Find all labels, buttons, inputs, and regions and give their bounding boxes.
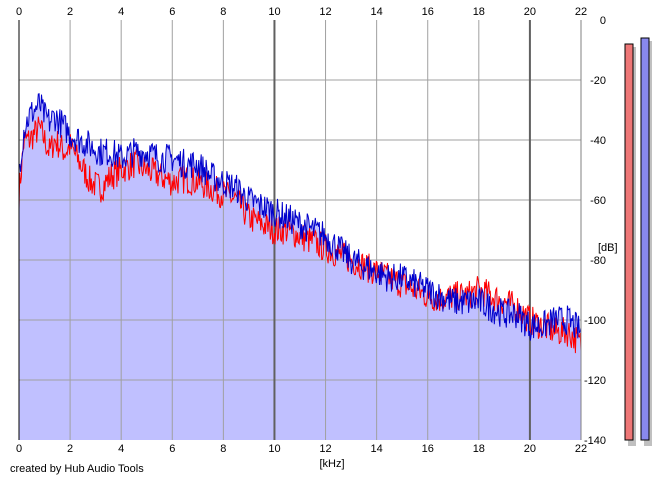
- level-meter-bar: [640, 37, 650, 441]
- x-tick-label-bottom: 14: [371, 443, 383, 455]
- x-tick-label-top: 2: [67, 6, 73, 18]
- level-meter-bar: [624, 43, 634, 441]
- y-tick-label: -140: [584, 435, 606, 447]
- spectrum-area-fill: [19, 93, 581, 441]
- y-axis-unit-label: [dB]: [598, 242, 618, 254]
- x-tick-label-bottom: 12: [319, 443, 331, 455]
- y-tick-labels: 0 -20 -40 -60 -80 -100 -120 -140: [584, 15, 606, 447]
- x-tick-label-bottom: 6: [169, 443, 175, 455]
- y-tick-label: 0: [600, 15, 606, 27]
- x-tick-label-top: 0: [16, 6, 22, 18]
- y-tick-label: -80: [590, 255, 606, 267]
- x-tick-label-top: 12: [319, 6, 331, 18]
- x-tick-label-top: 18: [473, 6, 485, 18]
- x-tick-label-top: 22: [575, 6, 587, 18]
- y-tick-label: -100: [584, 315, 606, 327]
- x-tick-label-bottom: 10: [268, 443, 280, 455]
- x-tick-label-bottom: 8: [220, 443, 226, 455]
- grid-layer: [19, 20, 581, 440]
- y-tick-label: -40: [590, 135, 606, 147]
- x-tick-label-top: 6: [169, 6, 175, 18]
- x-tick-label-bottom: 18: [473, 443, 485, 455]
- spectrum-lines-layer: [18, 93, 582, 354]
- x-tick-labels-bottom: 0 2 4 6 8 10 12 14 16 18 20 22: [16, 443, 587, 455]
- x-tick-label-bottom: 4: [118, 443, 124, 455]
- spectrum-series-line: [18, 93, 582, 341]
- x-tick-label-bottom: 2: [67, 443, 73, 455]
- x-tick-label-top: 20: [524, 6, 536, 18]
- level-meters: [624, 37, 652, 446]
- x-tick-label-top: 4: [118, 6, 124, 18]
- x-tick-labels-top: 0 2 4 6 8 10 12 14 16 18 20 22: [16, 6, 587, 18]
- x-tick-label-top: 8: [220, 6, 226, 18]
- x-tick-label-bottom: 0: [16, 443, 22, 455]
- y-tick-label: -120: [584, 375, 606, 387]
- x-tick-label-bottom: 20: [524, 443, 536, 455]
- x-tick-label-top: 14: [371, 6, 383, 18]
- spectrum-fill-layer: [19, 93, 581, 441]
- x-tick-label-bottom: 22: [575, 443, 587, 455]
- y-tick-label: -20: [590, 75, 606, 87]
- credit-text: created by Hub Audio Tools: [10, 463, 144, 475]
- x-axis-unit-label: [kHz]: [319, 458, 344, 470]
- x-tick-label-top: 10: [268, 6, 280, 18]
- y-tick-label: -60: [590, 195, 606, 207]
- x-tick-label-bottom: 16: [422, 443, 434, 455]
- x-tick-label-top: 16: [422, 6, 434, 18]
